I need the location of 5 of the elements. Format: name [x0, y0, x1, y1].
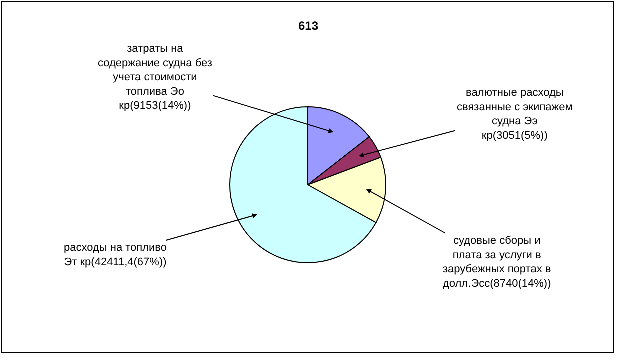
slice-label: судовые сборы и плата за услуги в зарубежных портах в долл.Эсс(8740(14%))	[443, 235, 552, 290]
slice-label: расходы на топливо Эт кр(42411,4(67%))	[64, 242, 168, 268]
slice-label: валютные расходы связанные с экипажем судна Ээ кр(3051(5%))	[457, 87, 573, 142]
slice-label: затраты на содержание судна без учета стоимости топлива Эо кр(9153(14%))	[98, 43, 212, 112]
chart-title: 613	[298, 19, 319, 34]
